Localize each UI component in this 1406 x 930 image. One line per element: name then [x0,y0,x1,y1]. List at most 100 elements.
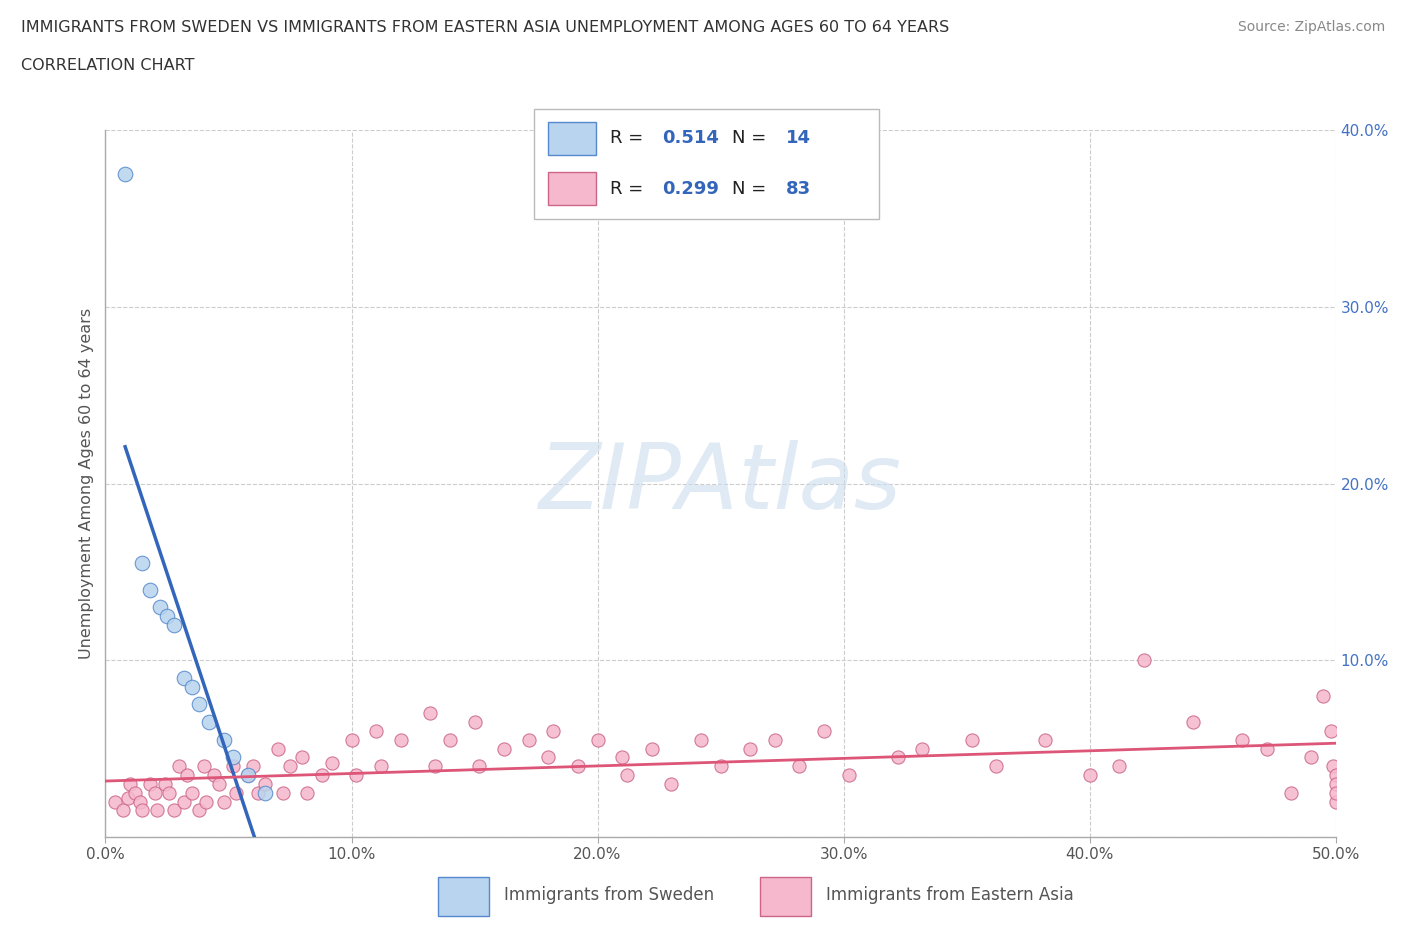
Point [1035,733,1057,748]
Point [169,759,191,774]
Text: N =: N = [733,129,772,148]
Point [153,777,176,791]
FancyBboxPatch shape [548,172,596,206]
Point [1232,733,1254,748]
Point [117,790,139,805]
Point [340,733,363,748]
Point [143,785,166,800]
FancyBboxPatch shape [759,877,811,916]
Point [159,785,180,800]
Point [278,759,301,774]
Point [586,733,609,748]
Point [120,777,141,791]
Point [690,733,713,748]
Point [212,794,235,809]
Point [464,714,486,729]
Text: IMMIGRANTS FROM SWEDEN VS IMMIGRANTS FROM EASTERN ASIA UNEMPLOYMENT AMONG AGES 6: IMMIGRANTS FROM SWEDEN VS IMMIGRANTS FRO… [21,20,949,35]
Point [543,724,565,738]
Point [537,750,560,764]
Point [176,768,198,783]
Point [195,794,218,809]
Point [321,755,343,770]
Text: Immigrants from Sweden: Immigrants from Sweden [503,886,714,904]
Point [156,609,179,624]
Point [236,768,259,783]
Point [146,803,169,818]
Point [986,759,1008,774]
Point [291,750,314,764]
Point [173,671,195,685]
Point [1319,724,1341,738]
Point [517,733,540,748]
Point [492,741,515,756]
Point [641,741,664,756]
Text: R =: R = [610,179,650,198]
Text: 0.514: 0.514 [662,129,718,148]
Point [1281,785,1303,800]
Point [104,794,127,809]
Point [740,741,762,756]
Point [131,556,153,571]
Point [124,785,146,800]
Point [370,759,392,774]
Point [887,750,910,764]
Point [222,750,245,764]
Point [1324,768,1347,783]
Point [813,724,835,738]
Point [346,768,368,783]
Point [267,741,290,756]
Point [242,759,264,774]
Point [1181,714,1204,729]
Text: Source: ZipAtlas.com: Source: ZipAtlas.com [1237,20,1385,34]
Point [661,777,683,791]
Y-axis label: Unemployment Among Ages 60 to 64 years: Unemployment Among Ages 60 to 64 years [79,308,94,659]
Text: 0.299: 0.299 [662,179,718,198]
Point [208,777,231,791]
Point [254,777,277,791]
Point [163,803,186,818]
Point [960,733,983,748]
Point [188,803,211,818]
Point [247,785,270,800]
Point [567,759,589,774]
Point [131,803,153,818]
Point [1324,777,1347,791]
Text: 83: 83 [786,179,811,198]
Text: N =: N = [733,179,772,198]
Point [202,768,225,783]
Point [1312,688,1334,703]
Point [710,759,733,774]
Text: Immigrants from Eastern Asia: Immigrants from Eastern Asia [825,886,1073,904]
Point [763,733,786,748]
Point [366,724,388,738]
Point [180,679,202,694]
FancyBboxPatch shape [548,122,596,155]
Point [838,768,860,783]
Point [129,794,152,809]
Point [188,698,211,712]
FancyBboxPatch shape [534,109,879,219]
Text: CORRELATION CHART: CORRELATION CHART [21,58,194,73]
FancyBboxPatch shape [439,877,489,916]
Point [911,741,934,756]
Point [1078,768,1101,783]
Point [193,759,215,774]
Point [1133,653,1156,668]
Point [138,582,162,597]
Point [138,777,162,791]
Point [610,750,633,764]
Point [173,794,195,809]
Point [1256,741,1278,756]
Point [389,733,412,748]
Point [225,785,247,800]
Text: 14: 14 [786,129,811,148]
Point [111,803,134,818]
Point [180,785,202,800]
Point [271,785,294,800]
Point [1322,759,1344,774]
Point [114,167,136,182]
Point [297,785,319,800]
Point [1324,785,1347,800]
Point [419,706,441,721]
Point [787,759,810,774]
